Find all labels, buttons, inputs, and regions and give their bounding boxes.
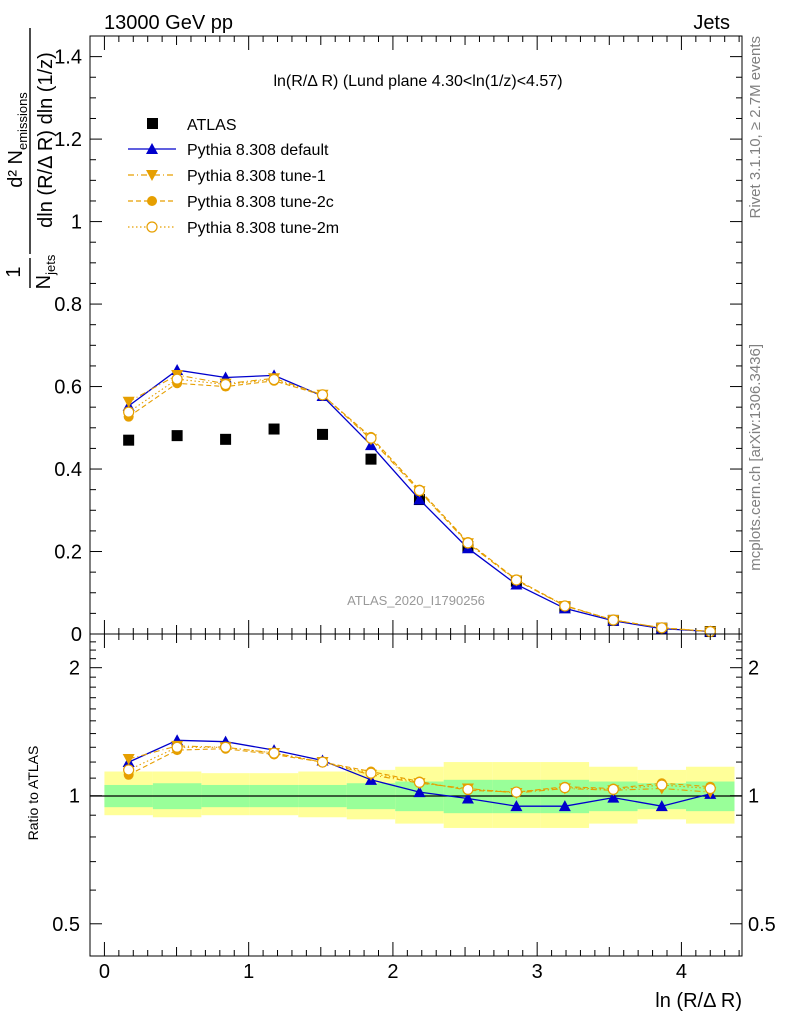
- legend-marker-tune1: [146, 170, 158, 181]
- ratio-y-tick-label-right: 1: [748, 786, 759, 808]
- main-point-pythia-8-308-tune-1: [122, 396, 135, 408]
- main-point-pythia-8-308-tune-2m: [413, 484, 426, 497]
- ratio-plot-frame: [89, 633, 743, 957]
- ratio-series-layer: [122, 734, 717, 812]
- main-point-pythia-8-308-tune-2m: [365, 432, 377, 444]
- main-point-pythia-8-308-tune-2m: [656, 622, 668, 634]
- ratio-point-pythia-8-308-tune-2m: [462, 783, 474, 795]
- main-chart-title: ln(R/Δ R) (Lund plane 4.30<ln(1/z)<4.57): [273, 73, 562, 90]
- main-y-tick-label: 0.2: [54, 542, 82, 564]
- legend-label-tune1: Pythia 8.308 tune-1: [187, 168, 326, 185]
- ratio-y-axis-label: Ratio to ATLAS: [25, 746, 41, 841]
- ratio-y-tick-label-right: 2: [748, 658, 759, 680]
- ratio-panel: 0.5 0.5 1 1 2 2 0 1 2 3 4 Ratio to ATLAS ln (R/Δ …: [25, 633, 776, 1012]
- watermark-label: ATLAS_2020_I1790256: [347, 593, 485, 608]
- legend-item-atlas: ATLAS: [147, 117, 237, 134]
- ratio-y-tick-label-left: 1: [69, 786, 80, 808]
- ratio-point-pythia-8-308-default: [655, 800, 668, 812]
- main-axis-ticks: [89, 35, 742, 635]
- main-y-tick-label: 0.6: [54, 377, 82, 399]
- legend-label-tune2c: Pythia 8.308 tune-2c: [187, 194, 334, 211]
- main-point-pythia-8-308-default: [413, 493, 426, 505]
- main-point-pythia-8-308-tune-2m: [123, 406, 135, 418]
- legend-marker-tune2c: [147, 196, 157, 206]
- main-series-layer: [122, 364, 717, 638]
- legend-item-tune1: Pythia 8.308 tune-1: [128, 168, 326, 185]
- main-point-pythia-8-308-tune-2m: [268, 373, 280, 386]
- main-y-tick-label: 1.2: [54, 129, 82, 151]
- main-point-atlas: [317, 428, 329, 440]
- ratio-point-pythia-8-308-tune-2m: [704, 782, 716, 795]
- legend-marker-default: [146, 143, 158, 154]
- ratio-point-pythia-8-308-tune-1: [122, 753, 135, 765]
- ratio-point-pythia-8-308-default: [510, 800, 523, 812]
- main-point-pythia-8-308-tune-2m: [607, 614, 619, 626]
- main-point-pythia-8-308-tune-2m: [462, 537, 474, 549]
- legend-marker-atlas: [147, 118, 158, 129]
- ratio-point-pythia-8-308-tune-2m: [365, 767, 377, 779]
- ratio-point-pythia-8-308-tune-2m: [316, 756, 329, 768]
- legend-label-default: Pythia 8.308 default: [187, 142, 329, 159]
- y-label-denominator: dln (R/Δ R) dln (1/z): [35, 52, 57, 228]
- x-axis-label: ln (R/Δ R): [655, 990, 742, 1012]
- main-point-atlas: [171, 430, 183, 442]
- x-tick-labels: 0 1 2 3 4: [99, 961, 687, 983]
- main-y-tick-label: 0.8: [54, 294, 82, 316]
- x-tick-label: 2: [387, 961, 398, 983]
- legend-label-atlas: ATLAS: [187, 117, 237, 134]
- main-y-tick-label: 1: [71, 212, 82, 234]
- ratio-point-pythia-8-308-default: [607, 791, 620, 803]
- ratio-point-pythia-8-308-tune-2m: [607, 783, 619, 795]
- main-point-pythia-8-308-tune-2m: [171, 373, 183, 385]
- ratio-point-pythia-8-308-tune-2m: [510, 786, 522, 798]
- energy-label: 13000 GeV pp: [104, 12, 233, 34]
- mcplots-label: mcplots.cern.ch [arXiv:1306.3436]: [747, 344, 764, 571]
- main-y-tick-labels: 0 0.2 0.4 0.6 0.8 1 1.2 1.4: [54, 47, 82, 646]
- ratio-point-pythia-8-308-tune-2m: [123, 764, 135, 776]
- ratio-axis-ticks: [89, 633, 742, 956]
- rivet-version-label: Rivet 3.1.10, ≥ 2.7M events: [747, 36, 764, 219]
- x-tick-label: 1: [243, 961, 254, 983]
- x-tick-label: 3: [532, 961, 543, 983]
- main-point-atlas: [123, 434, 135, 446]
- ratio-point-pythia-8-308-tune-2m: [559, 782, 571, 794]
- main-point-pythia-8-308-tune-2m: [219, 378, 232, 391]
- ratio-point-pythia-8-308-tune-2m: [171, 741, 183, 753]
- main-point-atlas: [220, 433, 232, 445]
- y-label-numerator: d² Nemissions: [5, 92, 30, 188]
- legend-item-default: Pythia 8.308 default: [128, 142, 329, 159]
- main-point-pythia-8-308-tune-2m: [316, 389, 329, 401]
- legend: ATLAS Pythia 8.308 default Pythia 8.308 …: [128, 117, 339, 237]
- ratio-point-pythia-8-308-tune-2m: [268, 747, 280, 759]
- main-y-axis-label: 1 Njets d² Nemissions dln (R/Δ R) dln (1…: [3, 28, 58, 289]
- ratio-point-pythia-8-308-tune-2m: [219, 741, 232, 753]
- main-point-pythia-8-308-tune-2m: [510, 574, 522, 586]
- jets-label: Jets: [693, 12, 730, 34]
- x-tick-label: 0: [99, 961, 110, 983]
- main-y-tick-label: 0: [71, 624, 82, 646]
- legend-item-tune2m: Pythia 8.308 tune-2m: [128, 220, 339, 237]
- x-tick-label: 4: [676, 961, 687, 983]
- ratio-point-pythia-8-308-default: [413, 786, 426, 798]
- ratio-point-pythia-8-308-tune-2m: [413, 776, 426, 788]
- y-label-one: 1: [3, 266, 25, 277]
- main-point-atlas: [365, 453, 377, 465]
- ratio-point-pythia-8-308-tune-2m: [656, 779, 668, 791]
- ratio-y-tick-label-left: 2: [69, 658, 80, 680]
- ratio-y-tick-labels: 0.5 0.5 1 1 2 2: [52, 658, 776, 936]
- main-y-tick-label: 1.4: [54, 47, 82, 69]
- main-point-pythia-8-308-tune-2m: [559, 600, 571, 612]
- legend-label-tune2m: Pythia 8.308 tune-2m: [187, 220, 339, 237]
- y-label-n-jets: Njets: [33, 254, 58, 289]
- ratio-y-tick-label-right: 0.5: [748, 914, 776, 936]
- main-point-atlas: [268, 423, 280, 435]
- main-panel: ln(R/Δ R) (Lund plane 4.30<ln(1/z)<4.57)…: [3, 28, 743, 646]
- ratio-point-pythia-8-308-default: [558, 800, 571, 812]
- main-y-tick-label: 0.4: [54, 459, 82, 481]
- legend-item-tune2c: Pythia 8.308 tune-2c: [128, 194, 334, 211]
- ratio-point-pythia-8-308-default: [461, 792, 474, 804]
- legend-marker-tune2m: [146, 221, 158, 233]
- ratio-y-tick-label-left: 0.5: [52, 914, 80, 936]
